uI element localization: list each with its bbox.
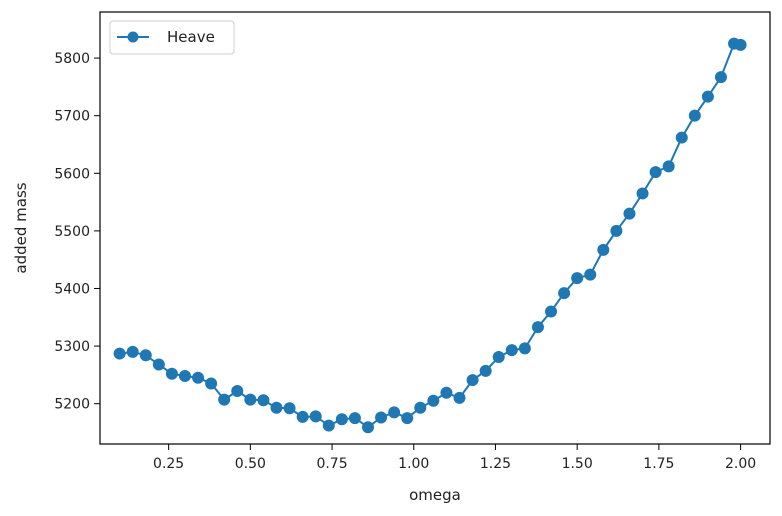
data-point bbox=[178, 370, 191, 383]
data-point bbox=[714, 71, 727, 84]
data-point bbox=[610, 224, 623, 237]
data-point bbox=[531, 321, 544, 334]
data-point bbox=[244, 393, 257, 406]
data-point bbox=[388, 406, 401, 419]
data-point bbox=[126, 345, 139, 358]
data-point bbox=[505, 344, 518, 357]
y-tick-label: 5500 bbox=[54, 224, 90, 240]
legend-box bbox=[109, 20, 235, 55]
data-point bbox=[571, 272, 584, 285]
data-point bbox=[401, 412, 414, 425]
data-point bbox=[113, 347, 126, 360]
data-point bbox=[688, 109, 701, 122]
data-point bbox=[231, 385, 244, 398]
y-axis-label: added mass bbox=[12, 182, 30, 273]
data-point bbox=[440, 386, 453, 399]
data-point bbox=[518, 342, 531, 355]
legend-label: Heave bbox=[167, 28, 215, 46]
y-tick-label: 5400 bbox=[54, 281, 90, 297]
x-tick-label: 1.00 bbox=[398, 456, 429, 472]
data-point bbox=[623, 207, 636, 220]
data-point bbox=[734, 38, 747, 51]
data-point bbox=[296, 410, 309, 423]
data-point bbox=[192, 371, 205, 384]
y-tick-label: 5800 bbox=[54, 51, 90, 67]
data-point bbox=[453, 391, 466, 404]
data-point bbox=[283, 402, 296, 415]
data-point bbox=[270, 401, 283, 414]
x-tick-label: 1.25 bbox=[480, 456, 511, 472]
data-point bbox=[466, 374, 479, 387]
series-line-heave bbox=[119, 42, 741, 429]
data-point bbox=[545, 305, 558, 318]
y-tick-label: 5200 bbox=[54, 397, 90, 413]
data-point bbox=[322, 419, 335, 432]
x-axis: 0.25 0.50 0.75 1.00 1.25 1.50 1.75 2.00 bbox=[153, 444, 756, 472]
y-tick-label: 5600 bbox=[54, 166, 90, 182]
x-axis-label: omega bbox=[409, 486, 461, 504]
x-tick-label: 0.50 bbox=[235, 456, 266, 472]
y-tick-label: 5700 bbox=[54, 109, 90, 125]
x-tick-label: 0.75 bbox=[316, 456, 347, 472]
x-tick-label: 2.00 bbox=[725, 456, 756, 472]
plot-frame bbox=[99, 11, 771, 445]
data-point bbox=[218, 393, 231, 406]
data-point bbox=[584, 268, 597, 281]
data-point bbox=[675, 131, 688, 144]
data-point bbox=[427, 394, 440, 407]
data-point bbox=[257, 394, 270, 407]
x-tick-label: 1.50 bbox=[562, 456, 593, 472]
data-point bbox=[152, 358, 165, 371]
data-point bbox=[348, 412, 361, 425]
data-point bbox=[362, 421, 374, 434]
data-point bbox=[597, 243, 610, 256]
plot-layer bbox=[113, 37, 747, 434]
legend: Heave bbox=[109, 20, 235, 55]
data-point bbox=[636, 187, 649, 200]
data-point bbox=[558, 287, 571, 300]
y-axis: 5200 5300 5400 5500 5600 5700 5800 bbox=[54, 51, 100, 413]
data-point bbox=[414, 401, 427, 414]
data-point bbox=[375, 411, 388, 424]
data-point bbox=[165, 367, 178, 380]
data-point bbox=[662, 160, 675, 173]
data-point bbox=[701, 90, 714, 103]
data-point bbox=[479, 364, 492, 377]
legend-marker bbox=[127, 31, 139, 43]
data-point bbox=[139, 349, 152, 362]
data-point bbox=[205, 377, 218, 390]
data-point bbox=[649, 166, 662, 179]
data-point bbox=[309, 410, 322, 423]
y-tick-label: 5300 bbox=[54, 339, 90, 355]
data-point bbox=[492, 351, 505, 364]
x-tick-label: 1.75 bbox=[643, 456, 674, 472]
data-point bbox=[335, 413, 348, 426]
x-tick-label: 0.25 bbox=[153, 456, 184, 472]
